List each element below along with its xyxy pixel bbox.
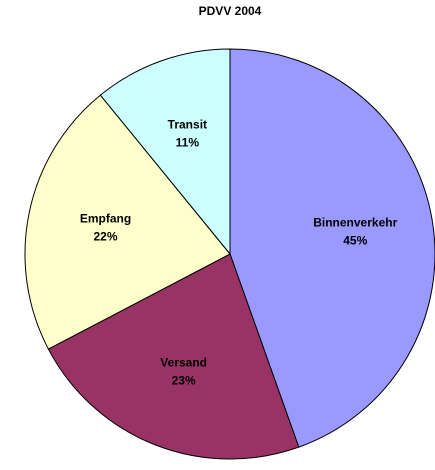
slice-value-label: 22% [93, 230, 117, 244]
pie-slice [24, 94, 231, 350]
slice-value-label: 23% [172, 374, 196, 388]
slice-label: Transit [168, 117, 207, 131]
pie-slice [99, 48, 231, 256]
pie-slice [229, 48, 435, 448]
slice-value-label: 11% [176, 135, 200, 149]
pie-slice [47, 253, 300, 460]
slice-value-label: 45% [343, 234, 367, 248]
slice-label: Binnenverkehr [313, 216, 397, 230]
slice-label: Empfang [80, 212, 131, 226]
slice-label: Versand [160, 356, 207, 370]
chart-title: PDVV 2004 [199, 4, 262, 18]
